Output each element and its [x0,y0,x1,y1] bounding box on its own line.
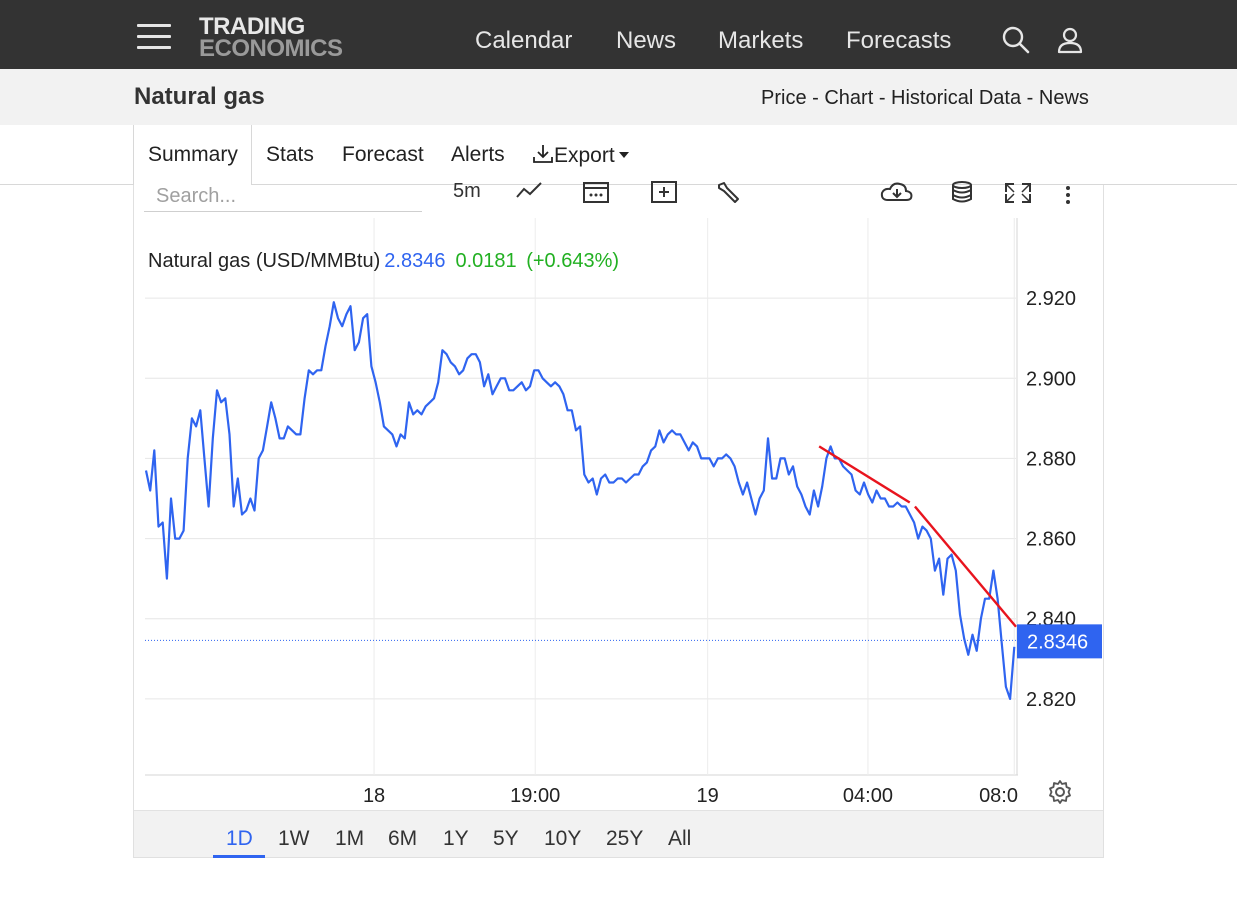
interval-selector[interactable]: 5m [453,180,481,202]
active-range-underline [213,855,265,858]
range-all[interactable]: All [668,827,692,850]
legend-change-percent: (+0.643%) [526,250,620,272]
y-tick-label: 2.860 [1026,529,1076,551]
range-selector-bar [134,810,1103,857]
chart-type-icon[interactable] [516,180,542,202]
tabs-divider [0,184,1237,185]
trendlines[interactable] [818,445,1017,628]
symbol-search-input[interactable] [144,182,422,212]
link-chart[interactable]: Chart [824,87,874,109]
fullscreen-icon[interactable] [1004,180,1032,206]
cloud-download-icon[interactable] [880,180,914,204]
tab-export-label: Export [554,144,615,167]
chart-container [133,185,1104,858]
price-line [144,301,1016,701]
tab-summary-active-bg [133,125,252,185]
link-news[interactable]: News [1038,87,1089,109]
chart-legend: Natural gas (USD/MMBtu) 2.8346 0.0181 (+0.… [148,250,619,273]
range-1d[interactable]: 1D [226,827,253,850]
tab-forecast[interactable]: Forecast [342,143,424,166]
x-tick-label: 04:00 [843,785,893,807]
y-tick-label: 2.880 [1026,448,1076,470]
tab-export[interactable]: Export [532,143,630,168]
legend-change: 0.0181 [455,250,517,272]
link-separator: - [873,87,892,109]
chart-grid [145,218,1018,776]
price-series [144,301,1016,701]
calendar-range-icon[interactable] [583,180,609,204]
add-indicator-icon[interactable] [651,180,677,204]
top-navigation-bar [0,0,1237,69]
last-price-marker: 2.8346 [145,624,1102,659]
legend-instrument-name: Natural gas (USD/MMBtu) [148,250,381,272]
last-price-label: 2.8346 [1027,631,1088,653]
y-tick-label: 2.820 [1026,689,1076,711]
logo-line-2: ECONOMICS [199,35,343,62]
range-10y[interactable]: 10Y [544,827,582,850]
wrench-icon[interactable] [716,180,742,206]
download-icon [533,145,553,163]
x-tick-label: 18 [363,785,385,807]
legend-price: 2.8346 [384,250,446,272]
x-axis: 18 19:00 19 04:00 08:0 [363,785,1018,807]
database-icon[interactable] [951,180,973,204]
nav-calendar[interactable]: Calendar [475,27,573,54]
search-icon[interactable] [1001,25,1031,55]
caret-down-icon [618,152,629,158]
x-tick-label: 19 [697,785,719,807]
range-1y[interactable]: 1Y [443,827,469,850]
section-links: Price - Chart - Historical Data - News [761,87,1089,110]
x-tick-label: 08:0 [979,785,1018,807]
trendline[interactable] [914,505,1017,628]
range-1w[interactable]: 1W [278,827,310,850]
more-options-icon[interactable] [1064,185,1072,205]
gear-icon[interactable] [1047,779,1073,805]
y-tick-label: 2.920 [1026,288,1076,310]
page-title: Natural gas [134,83,265,110]
tab-summary[interactable]: Summary [148,143,238,166]
tab-alerts[interactable]: Alerts [451,143,505,166]
nav-forecasts[interactable]: Forecasts [846,27,952,54]
link-price[interactable]: Price [761,87,807,109]
last-price-tag [1017,624,1102,659]
link-separator: - [806,87,825,109]
sub-header [0,69,1237,125]
x-tick-label: 19:00 [510,785,560,807]
range-25y[interactable]: 25Y [606,827,644,850]
nav-markets[interactable]: Markets [718,27,804,54]
tab-stats[interactable]: Stats [266,143,314,166]
range-1m[interactable]: 1M [335,827,365,850]
trendline[interactable] [818,445,911,504]
menu-icon[interactable] [137,24,171,50]
y-tick-label: 2.900 [1026,368,1076,390]
range-6m[interactable]: 6M [388,827,418,850]
link-historical-data[interactable]: Historical Data [891,87,1022,109]
range-5y[interactable]: 5Y [493,827,519,850]
user-icon[interactable] [1055,25,1085,55]
logo-line-1: TRADING [199,13,305,40]
trading-economics-logo[interactable]: TRADING ECONOMICS [199,13,343,62]
link-separator: - [1021,87,1039,109]
nav-news[interactable]: News [616,27,677,54]
